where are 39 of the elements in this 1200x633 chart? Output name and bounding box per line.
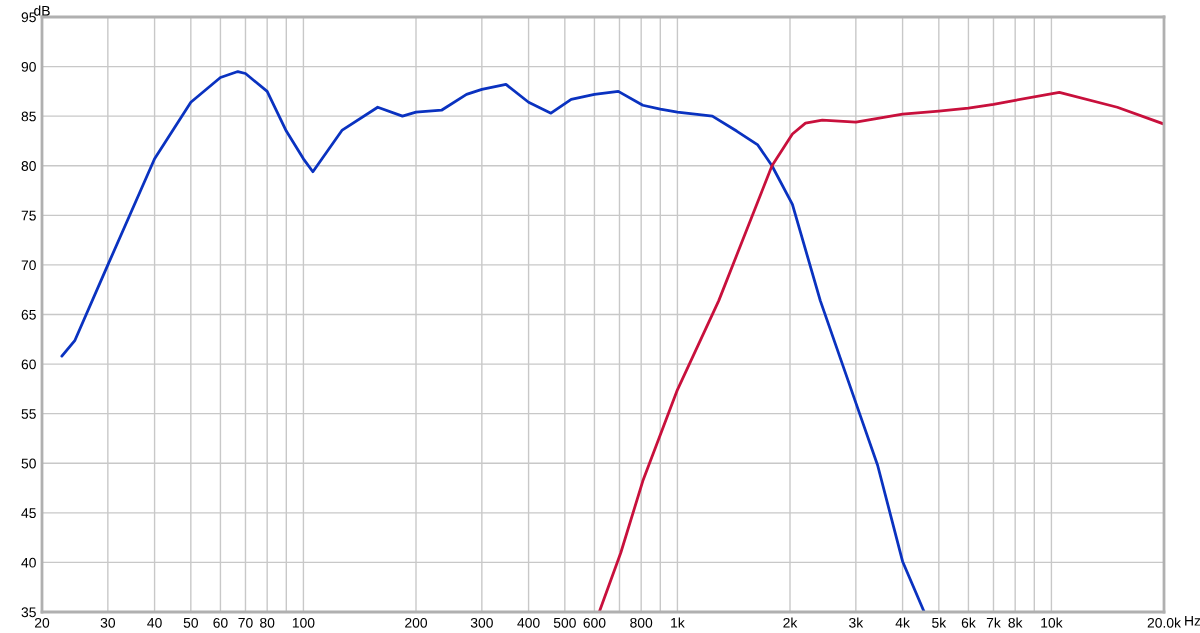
x-tick-label: 20.0k — [1147, 617, 1182, 628]
x-tick-label: 6k — [961, 617, 976, 628]
x-tick-label: 5k — [932, 617, 947, 628]
y-tick-label: 45 — [21, 508, 36, 518]
y-tick-label: 95 — [21, 12, 36, 23]
y-tick-label: 60 — [21, 359, 36, 370]
x-tick-label: 20 — [34, 617, 50, 628]
x-tick-label: 30 — [100, 617, 116, 628]
x-tick-label: 200 — [405, 617, 428, 628]
x-tick-label: 40 — [147, 617, 162, 628]
y-tick-label: 70 — [21, 260, 36, 271]
x-tick-label: 70 — [238, 617, 253, 628]
x-tick-label: 2k — [783, 617, 798, 628]
x-tick-label: 400 — [517, 617, 540, 628]
x-tick-label: 4k — [895, 617, 910, 628]
x-tick-label: 800 — [630, 617, 653, 628]
x-tick-label: 300 — [470, 617, 493, 628]
x-tick-label: 50 — [183, 617, 199, 628]
x-axis-title: Hz — [1185, 616, 1200, 626]
x-tick-label: 500 — [553, 617, 576, 628]
y-tick-label: 50 — [21, 458, 36, 469]
y-tick-label: 75 — [21, 210, 36, 221]
y-tick-label: 55 — [21, 409, 36, 419]
y-tick-label: 40 — [21, 557, 36, 568]
x-tick-label: 7k — [986, 617, 1001, 628]
y-axis-title: dB — [34, 5, 50, 16]
x-tick-label: 600 — [583, 617, 606, 628]
x-tick-label: 1k — [671, 617, 685, 628]
y-tick-label: 80 — [21, 161, 36, 171]
x-tick-label: 100 — [292, 617, 315, 628]
x-tick-label: 60 — [213, 617, 228, 628]
x-tick-label: 80 — [260, 617, 275, 628]
y-tick-label: 90 — [21, 61, 36, 72]
x-tick-label: 8k — [1008, 617, 1023, 628]
x-tick-label: 3k — [849, 617, 864, 628]
y-tick-label: 85 — [21, 111, 36, 122]
x-tick-label: 10k — [1041, 617, 1063, 628]
y-tick-label: 65 — [21, 309, 36, 320]
y-tick-label: 35 — [21, 607, 36, 618]
